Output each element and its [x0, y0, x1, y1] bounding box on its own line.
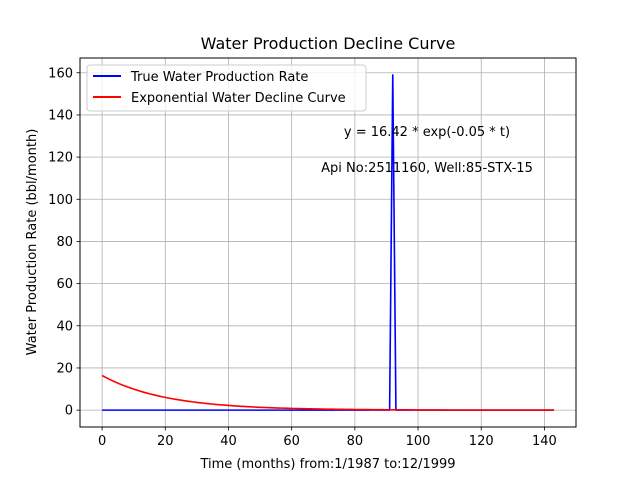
series-line-exponential-curve — [101, 374, 554, 411]
x-tick-label: 20 — [157, 434, 174, 449]
y-tick-label: 120 — [48, 151, 73, 166]
y-tick-label: 60 — [56, 277, 73, 292]
legend: True Water Production Rate Exponential W… — [86, 64, 367, 112]
legend-label-true-rate: True Water Production Rate — [130, 70, 308, 85]
y-tick-label: 160 — [48, 66, 73, 81]
x-tick-label: 40 — [220, 434, 237, 449]
x-tick-label: 60 — [283, 434, 300, 449]
x-tick-label: 120 — [469, 434, 494, 449]
well-annotation: Api No:2511160, Well:85-STX-15 — [321, 161, 533, 176]
chart-title: Water Production Decline Curve — [201, 34, 456, 53]
y-tick-label: 0 — [65, 404, 73, 419]
x-tick-label: 140 — [532, 434, 557, 449]
x-axis-label: Time (months) from:1/1987 to:12/1999 — [199, 457, 455, 472]
plot-frame — [79, 57, 577, 428]
series-lines — [101, 74, 554, 411]
axis-ticks: 0 20 40 60 80 100 120 140 0 20 40 60 80 100 120 140 160 — [48, 66, 557, 449]
legend-label-exponential-curve: Exponential Water Decline Curve — [131, 91, 346, 106]
x-tick-label: 80 — [347, 434, 364, 449]
y-tick-label: 80 — [56, 235, 73, 250]
y-tick-label: 100 — [48, 193, 73, 208]
y-tick-label: 140 — [48, 108, 73, 123]
equation-annotation: y = 16.42 * exp(-0.05 * t) — [344, 125, 510, 140]
y-tick-label: 40 — [56, 319, 73, 334]
legend-box — [86, 64, 367, 112]
x-tick-label: 0 — [98, 434, 106, 449]
y-axis-label: Water Production Rate (bbl/month) — [25, 129, 40, 356]
x-tick-label: 100 — [406, 434, 431, 449]
y-tick-label: 20 — [56, 361, 73, 376]
